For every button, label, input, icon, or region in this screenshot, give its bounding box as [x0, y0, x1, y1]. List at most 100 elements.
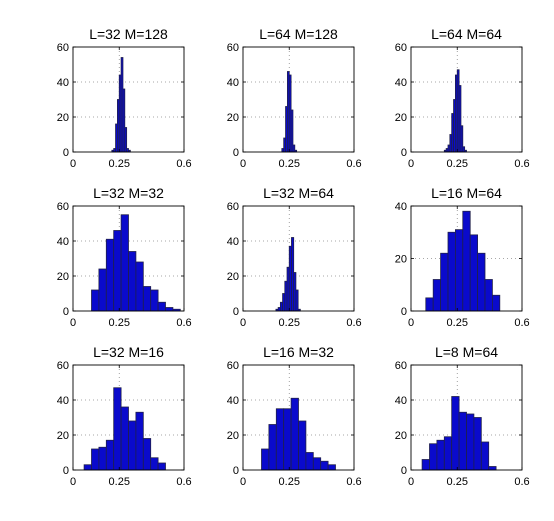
histogram-bar [458, 411, 467, 471]
plot-frame [242, 205, 355, 312]
histogram-bar [83, 464, 92, 471]
y-tick-label: 60 [227, 201, 239, 213]
chart-title: L=64 M=64 [431, 26, 502, 42]
histogram-bar [105, 439, 115, 471]
histogram-bar [113, 387, 122, 471]
x-tick-label: 0 [408, 476, 414, 488]
y-tick-label: 0 [401, 306, 407, 318]
plot-frame [72, 205, 185, 312]
histogram-bar [105, 238, 115, 312]
histogram-bar [261, 448, 270, 471]
x-tick-label: 0 [70, 476, 76, 488]
histogram-bar [447, 231, 456, 312]
chart-title: L=16 M=32 [263, 344, 334, 360]
x-tick-label: 0 [240, 158, 246, 170]
x-tick-label: 0.25 [279, 476, 300, 488]
y-tick-label: 60 [57, 360, 69, 372]
x-tick-label: 0.25 [447, 476, 468, 488]
chart-title: L=64 M=128 [259, 26, 338, 42]
y-tick-label: 0 [233, 306, 239, 318]
x-tick-label: 0.6 [346, 158, 361, 170]
x-tick-label: 0.25 [279, 158, 300, 170]
histogram-bar [320, 460, 329, 471]
histogram-bar [432, 279, 442, 312]
y-tick-label: 0 [401, 465, 407, 477]
x-tick-label: 0.6 [514, 317, 529, 329]
y-tick-label: 40 [57, 77, 69, 89]
x-tick-label: 0.25 [109, 476, 130, 488]
x-tick-label: 0.6 [176, 476, 191, 488]
histogram-bar [298, 420, 307, 471]
histogram-bar [480, 441, 490, 471]
y-tick-label: 20 [227, 430, 239, 442]
histogram-bar [98, 268, 107, 312]
histogram-bar [312, 457, 322, 471]
x-tick-label: 0 [70, 317, 76, 329]
histogram-bar [454, 229, 464, 312]
x-tick-label: 0 [408, 158, 414, 170]
histogram-bar [484, 279, 493, 312]
x-tick-label: 0.25 [279, 317, 300, 329]
y-tick-label: 60 [395, 42, 407, 54]
histogram-bar [150, 457, 159, 471]
plot-frame [242, 364, 355, 471]
histogram-bar [165, 307, 174, 312]
histogram-bar [98, 446, 107, 471]
y-tick-label: 60 [395, 360, 407, 372]
y-tick-label: 0 [401, 147, 407, 159]
x-tick-label: 0.6 [346, 476, 361, 488]
histogram-bar [295, 289, 299, 312]
histogram-bar [120, 406, 129, 471]
y-tick-label: 40 [227, 77, 239, 89]
y-tick-label: 0 [63, 147, 69, 159]
y-tick-label: 40 [227, 236, 239, 248]
y-tick-label: 60 [57, 42, 69, 54]
y-tick-label: 0 [233, 147, 239, 159]
x-tick-label: 0.6 [514, 476, 529, 488]
y-tick-label: 40 [395, 77, 407, 89]
histogram-bar [142, 286, 152, 312]
histogram-bar [275, 408, 285, 471]
histogram-bar [135, 261, 144, 312]
y-tick-label: 60 [57, 201, 69, 213]
histogram-bar [421, 459, 430, 471]
histogram-bar [157, 301, 166, 312]
histogram-bar [477, 252, 486, 312]
y-tick-label: 0 [63, 465, 69, 477]
x-tick-label: 0.25 [447, 317, 468, 329]
x-tick-label: 0 [408, 317, 414, 329]
x-tick-label: 0.6 [176, 158, 191, 170]
histogram-bar [443, 436, 453, 471]
y-tick-label: 0 [233, 465, 239, 477]
histogram-bar [440, 252, 449, 312]
y-tick-label: 20 [227, 112, 239, 124]
x-tick-label: 0.25 [447, 158, 468, 170]
histogram-bar [268, 424, 277, 471]
plot-frame [242, 46, 355, 153]
chart-title: L=32 M=64 [263, 185, 334, 201]
y-tick-label: 20 [395, 112, 407, 124]
x-tick-label: 0.25 [109, 317, 130, 329]
chart-title: L=8 M=64 [435, 344, 498, 360]
histogram-bar [128, 420, 137, 471]
plot-frame [410, 46, 523, 153]
histogram-bar [451, 396, 460, 471]
histogram-bar [466, 413, 475, 471]
histogram-bar [469, 234, 479, 312]
histogram-bar [462, 210, 471, 312]
histogram-bar [425, 297, 434, 312]
y-tick-label: 20 [395, 430, 407, 442]
histogram-bar [113, 230, 122, 312]
x-tick-label: 0.6 [346, 317, 361, 329]
histogram-bar [473, 417, 482, 471]
histogram-bar [305, 452, 314, 471]
y-tick-label: 20 [57, 430, 69, 442]
histogram-bar [283, 408, 292, 471]
chart-title: L=16 M=64 [431, 185, 502, 201]
histogram-bar [120, 214, 129, 312]
histogram-bar [128, 251, 137, 312]
y-tick-label: 40 [395, 201, 407, 213]
histogram-bar [327, 464, 336, 471]
chart-title: L=32 M=128 [89, 26, 168, 42]
y-tick-label: 20 [227, 271, 239, 283]
